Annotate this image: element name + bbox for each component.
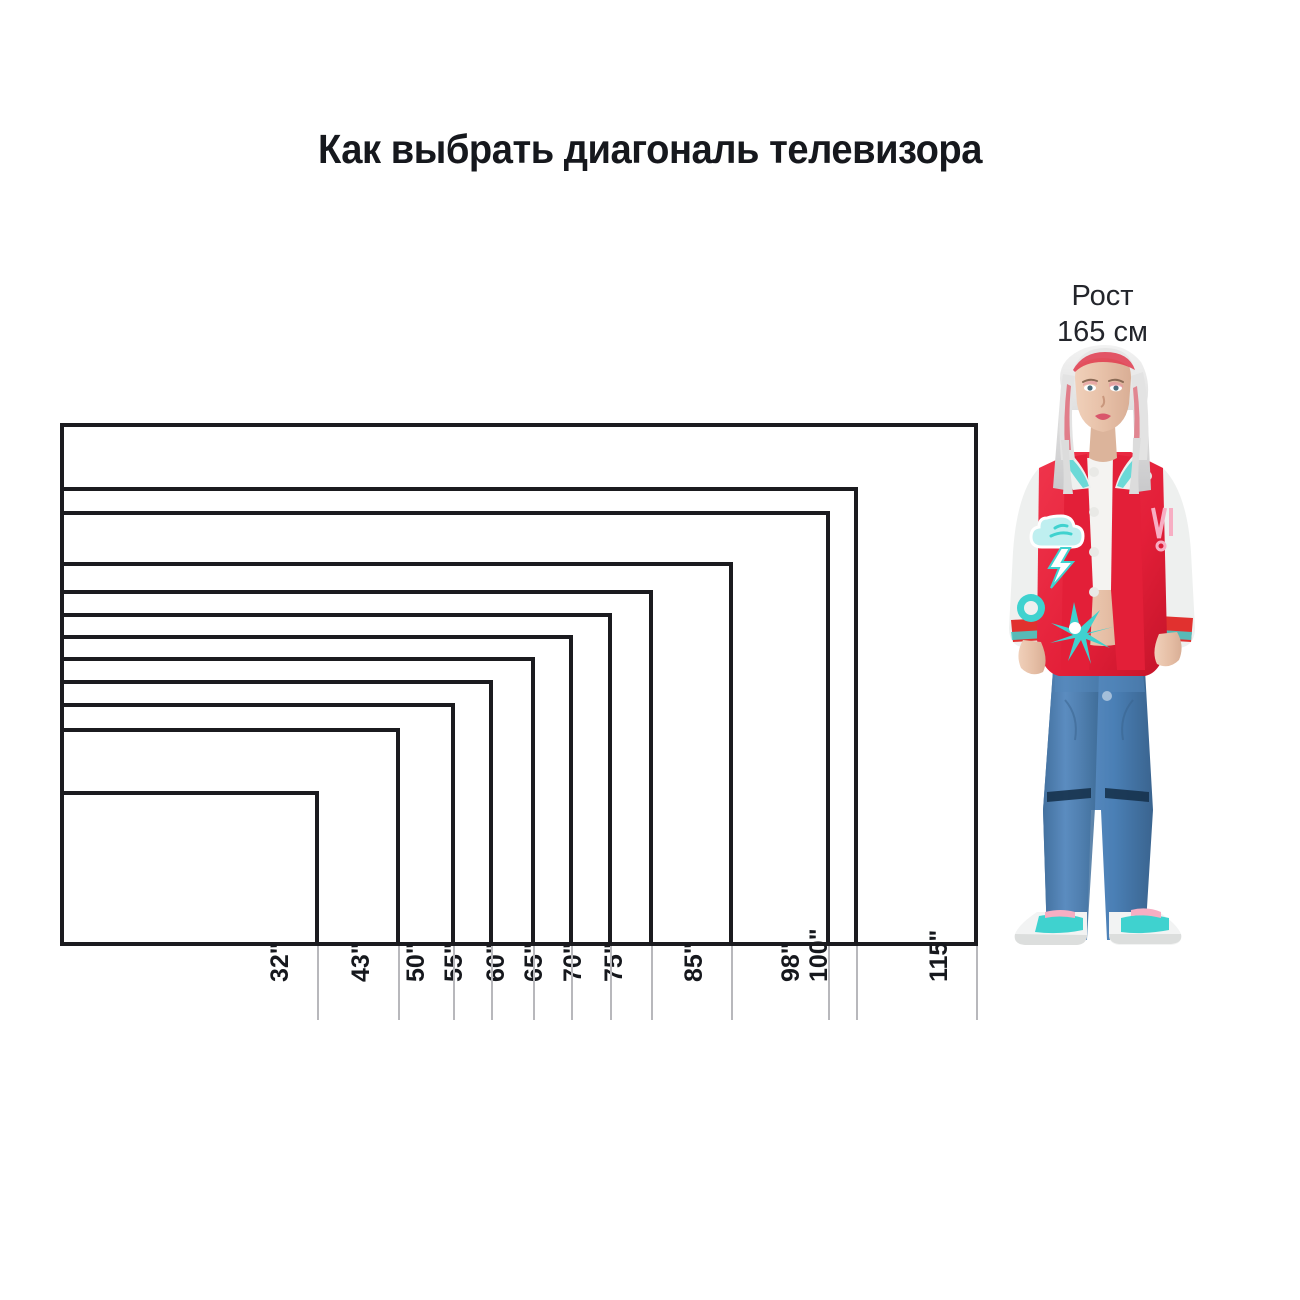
tick-label-50: 50" xyxy=(402,942,430,982)
page-title: Как выбрать диагональ телевизора xyxy=(317,126,982,172)
tick-line-65 xyxy=(571,946,573,1020)
tick-label-98: 98" xyxy=(777,942,805,982)
tick-label-75: 75" xyxy=(600,942,628,982)
tick-label-115: 115" xyxy=(925,929,953,982)
tick-label-60: 60" xyxy=(482,942,510,982)
varsity-jacket xyxy=(1009,450,1195,676)
hair-front xyxy=(1059,348,1149,494)
jeans xyxy=(1043,670,1153,940)
person-height-label: Рост 165 см xyxy=(1030,278,1175,351)
cloud-lightning-patch xyxy=(1029,514,1085,589)
circle-patch xyxy=(1017,594,1045,622)
tv-size-rect-32 xyxy=(60,791,319,946)
person-height-label-line2: 165 см xyxy=(1057,316,1148,349)
woman-figure-illustration xyxy=(995,340,1210,952)
tick-label-85: 85" xyxy=(680,942,708,982)
person-height-label-line1: Рост xyxy=(1071,280,1134,312)
tick-line-55 xyxy=(491,946,493,1020)
tick-line-100 xyxy=(856,946,858,1020)
tick-label-43: 43" xyxy=(347,942,375,982)
tick-label-70: 70" xyxy=(559,942,587,982)
letter-patch xyxy=(1151,507,1173,552)
sneakers xyxy=(1014,908,1182,945)
tick-line-98 xyxy=(828,946,830,1020)
tick-line-50 xyxy=(453,946,455,1020)
tick-line-32 xyxy=(317,946,319,1020)
face xyxy=(1075,352,1131,432)
left-hand xyxy=(1018,640,1046,675)
tick-line-43 xyxy=(398,946,400,1020)
tick-label-32: 32" xyxy=(266,942,294,982)
tick-line-115 xyxy=(976,946,978,1020)
right-hand xyxy=(1154,632,1182,667)
tick-line-70 xyxy=(610,946,612,1020)
starburst-patch xyxy=(1050,602,1113,664)
neck xyxy=(1089,426,1117,462)
tick-line-60 xyxy=(533,946,535,1020)
tick-line-75 xyxy=(651,946,653,1020)
tick-line-85 xyxy=(731,946,733,1020)
